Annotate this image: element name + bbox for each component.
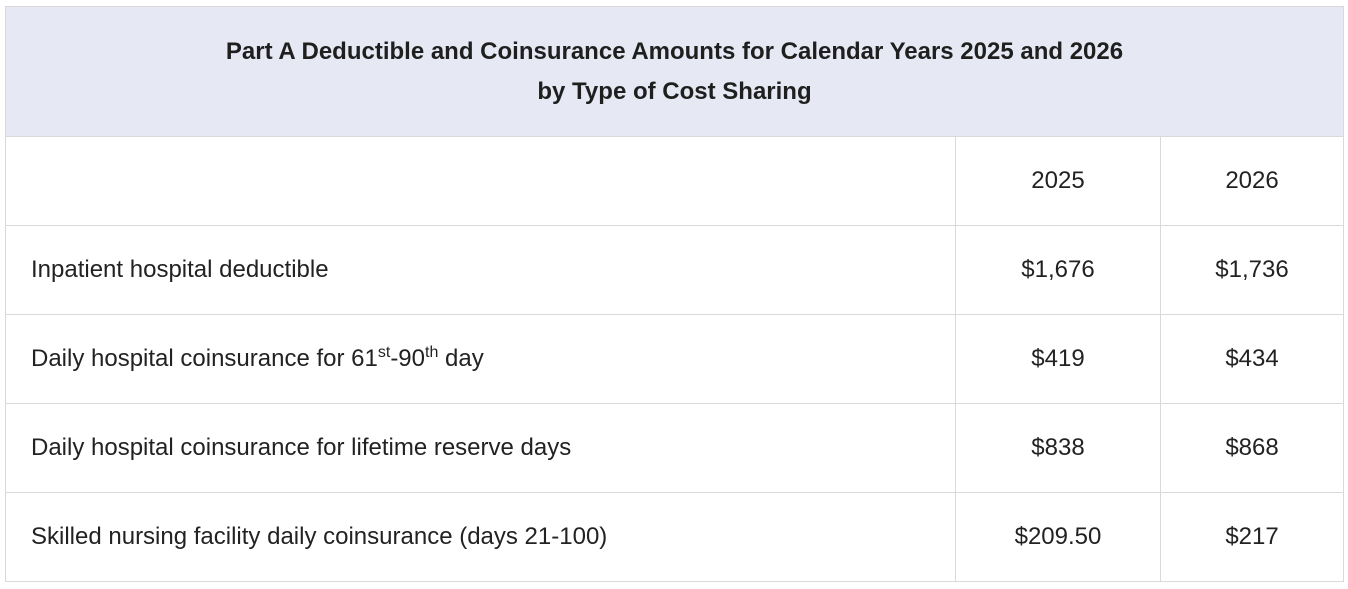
- cost-sharing-table: Part A Deductible and Coinsurance Amount…: [4, 6, 1345, 582]
- row-label-daily-coinsurance-61-90: Daily hospital coinsurance for 61st-90th…: [5, 314, 956, 404]
- cost-sharing-table-container: Part A Deductible and Coinsurance Amount…: [4, 6, 1345, 582]
- row-value-2026: $868: [1159, 403, 1345, 493]
- row-label-inpatient-deductible: Inpatient hospital deductible: [5, 225, 956, 315]
- header-cell-2025: 2025: [955, 136, 1161, 226]
- table-caption-row: Part A Deductible and Coinsurance Amount…: [4, 6, 1345, 137]
- table-title-line-1: Part A Deductible and Coinsurance Amount…: [225, 37, 1124, 65]
- row-value-2025: $1,676: [955, 225, 1161, 315]
- row-value-2026: $1,736: [1159, 225, 1345, 315]
- row-value-2025: $209.50: [955, 492, 1161, 582]
- label-text-part: day: [438, 345, 484, 372]
- row-label-skilled-nursing: Skilled nursing facility daily coinsuran…: [5, 492, 956, 582]
- table-row: Daily hospital coinsurance for lifetime …: [5, 403, 1345, 493]
- ordinal-superscript: th: [425, 344, 439, 361]
- table-title: Part A Deductible and Coinsurance Amount…: [4, 6, 1345, 137]
- ordinal-superscript: st: [377, 344, 391, 361]
- table-row: Inpatient hospital deductible $1,676 $1,…: [5, 225, 1345, 315]
- table-title-line-2: by Type of Cost Sharing: [537, 77, 812, 105]
- table-row: Daily hospital coinsurance for 61st-90th…: [5, 314, 1345, 404]
- header-cell-empty: [5, 136, 956, 226]
- row-value-2025: $419: [955, 314, 1161, 404]
- header-cell-2026: 2026: [1159, 136, 1345, 226]
- row-value-2026: $217: [1159, 492, 1345, 582]
- row-value-2026: $434: [1159, 314, 1345, 404]
- table-row: Skilled nursing facility daily coinsuran…: [5, 492, 1345, 582]
- table-header-row: 2025 2026: [5, 136, 1345, 226]
- row-value-2025: $838: [955, 403, 1161, 493]
- label-text-part: -90: [390, 345, 425, 372]
- label-text-part: Daily hospital coinsurance for 61: [31, 345, 378, 372]
- row-label-lifetime-reserve: Daily hospital coinsurance for lifetime …: [5, 403, 956, 493]
